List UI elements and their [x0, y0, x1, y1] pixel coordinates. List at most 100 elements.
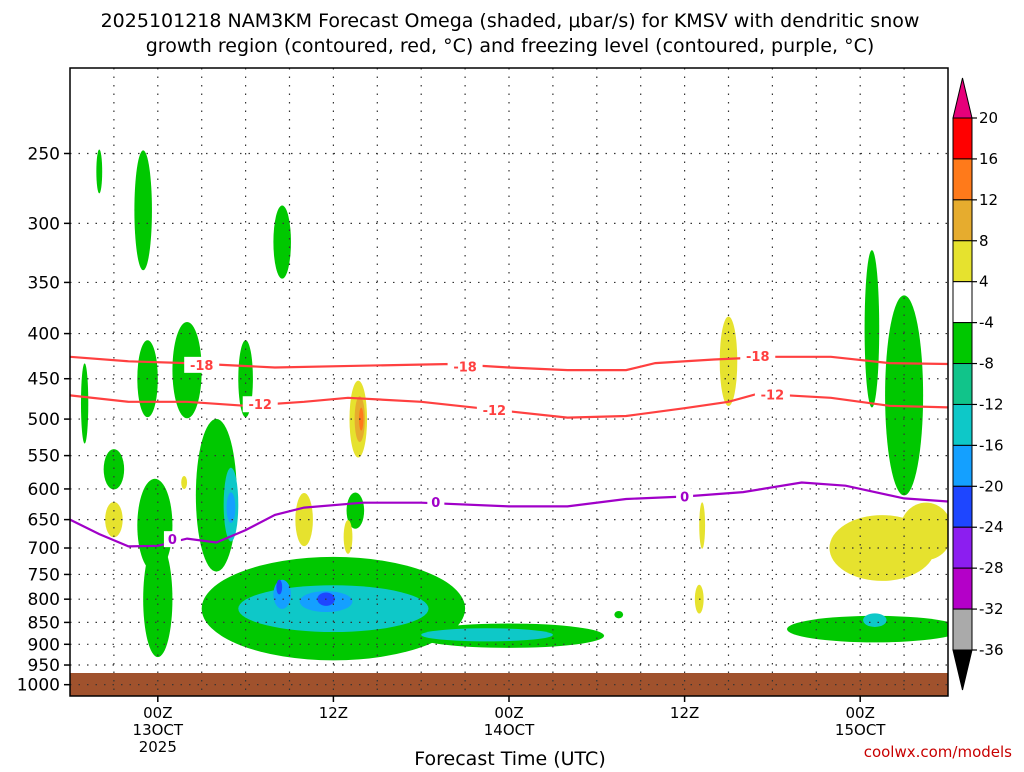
colorbar-label-5: -4: [979, 314, 994, 332]
omega-region-33: [699, 502, 706, 549]
colorbar-label-0: 20: [979, 109, 998, 127]
y-tick-label-650: 650: [28, 511, 60, 531]
x-axis-label: Forecast Time (UTC): [414, 748, 605, 768]
terrain-layer: [70, 673, 948, 696]
contour-label-bg-1-2: [754, 386, 790, 403]
x-tick-label-0-0: 00Z: [143, 704, 172, 722]
colorbar-swatch-7: [952, 403, 973, 446]
pressure-axis: 2503003504004505005506006507007508008509…: [17, 144, 70, 696]
y-tick-label-900: 900: [28, 635, 60, 655]
omega-region-24: [226, 492, 236, 523]
colorbar-swatch-1: [952, 158, 973, 201]
contour-label-2-1: 0: [431, 496, 440, 511]
colorbar-label-10: -24: [979, 518, 1004, 536]
colorbar-label-1: 16: [979, 150, 998, 168]
contour-label-bg-2-0: [163, 531, 181, 548]
contour-label-bg-0-1: [447, 358, 483, 375]
y-tick-label-850: 850: [28, 613, 60, 633]
omega-region-15: [864, 250, 880, 408]
colorbar-bottom-arrow: [952, 649, 973, 691]
colorbar-swatch-2: [952, 199, 973, 242]
omega-region-1: [134, 150, 152, 271]
omega-region-30: [343, 519, 353, 554]
contour-label-1-1: -12: [483, 404, 507, 419]
terrain: [70, 673, 948, 696]
y-tick-label-450: 450: [28, 370, 60, 390]
contour-label-bg-1-1: [476, 401, 512, 418]
contour-label-bg-2-2: [676, 488, 694, 505]
colorbar: 20 16 12 8 4 -4 -8 -12 -16 -20 -24 -28 -32 -36: [952, 77, 1004, 691]
colorbar-label-12: -32: [979, 600, 1004, 618]
omega-region-10: [143, 541, 173, 658]
omega-region-16: [885, 295, 924, 496]
contour-label-1-2: -12: [761, 389, 785, 404]
colorbar-swatch-0: [952, 117, 973, 160]
omega-region-29: [295, 493, 313, 547]
x-tick-label-4-0: 00Z: [846, 704, 875, 722]
colorbar-swatch-8: [952, 444, 973, 487]
omega-region-21: [863, 613, 887, 627]
chart-title-line-1: 2025101218 NAM3KM Forecast Omega (shaded…: [101, 10, 920, 32]
contour-label-1-0: -12: [248, 398, 272, 413]
omega-region-26: [276, 579, 283, 595]
y-tick-label-550: 550: [28, 447, 60, 467]
omega-region-3: [80, 363, 89, 444]
colorbar-label-9: -20: [979, 477, 1004, 495]
credit-text: coolwx.com/models: [864, 743, 1012, 761]
colorbar-label-4: 4: [979, 273, 989, 291]
y-tick-label-800: 800: [28, 590, 60, 610]
omega-region-38: [359, 407, 364, 431]
contour-label-0-1: -18: [453, 361, 477, 376]
omega-shading: [80, 149, 948, 661]
colorbar-swatch-6: [952, 363, 973, 405]
omega-region-32: [719, 316, 738, 407]
contour-label-2-0: 0: [168, 533, 177, 548]
colorbar-label-2: 12: [979, 191, 998, 209]
x-tick-label-0-1: 13OCT: [133, 721, 184, 739]
colorbar-swatch-11: [952, 567, 973, 610]
y-tick-label-600: 600: [28, 480, 60, 500]
contour-label-bg-1-0: [242, 396, 278, 413]
y-tick-label-300: 300: [28, 214, 60, 234]
y-tick-label-500: 500: [28, 410, 60, 430]
colorbar-top-arrow: [952, 77, 973, 119]
colorbar-swatch-10: [952, 526, 973, 569]
chart-title-line-2: growth region (contoured, red, °C) and f…: [146, 35, 875, 57]
y-tick-label-750: 750: [28, 565, 60, 585]
y-tick-label-950: 950: [28, 656, 60, 676]
contour-label-bg-0-0: [184, 356, 220, 373]
contour-line-1: [70, 392, 948, 419]
x-tick-label-0-2: 2025: [139, 738, 177, 756]
colorbar-swatch-3: [952, 240, 973, 283]
omega-region-7: [103, 449, 125, 490]
omega-region-28: [181, 476, 188, 490]
contour-label-0-0: -18: [190, 359, 214, 374]
omega-region-0: [96, 149, 103, 194]
omega-region-14: [614, 610, 624, 619]
colorbar-swatch-4: [952, 281, 973, 324]
colorbar-swatch-12: [952, 608, 973, 651]
colorbar-label-11: -28: [979, 559, 1004, 577]
colorbar-label-8: -16: [979, 436, 1004, 454]
contour-label-2-2: 0: [680, 491, 689, 506]
colorbar-swatch-5: [952, 322, 973, 365]
colorbar-label-3: 8: [979, 232, 989, 250]
omega-region-20: [421, 628, 553, 642]
omega-region-22: [273, 579, 291, 609]
contour-label-0-2: -18: [746, 350, 770, 365]
y-tick-label-250: 250: [28, 144, 60, 164]
temperature-contours: -18 -18 -18 -12 -12 -12 0 0 0: [70, 347, 948, 548]
colorbar-label-7: -12: [979, 395, 1004, 413]
x-tick-label-3-0: 12Z: [670, 704, 699, 722]
y-tick-label-400: 400: [28, 325, 60, 345]
contour-label-bg-2-1: [427, 494, 445, 511]
colorbar-label-6: -8: [979, 355, 994, 373]
y-tick-label-700: 700: [28, 539, 60, 559]
colorbar-swatch-9: [952, 485, 973, 528]
y-tick-label-350: 350: [28, 273, 60, 293]
x-tick-label-2-0: 00Z: [494, 704, 523, 722]
x-tick-label-2-1: 14OCT: [484, 721, 535, 739]
